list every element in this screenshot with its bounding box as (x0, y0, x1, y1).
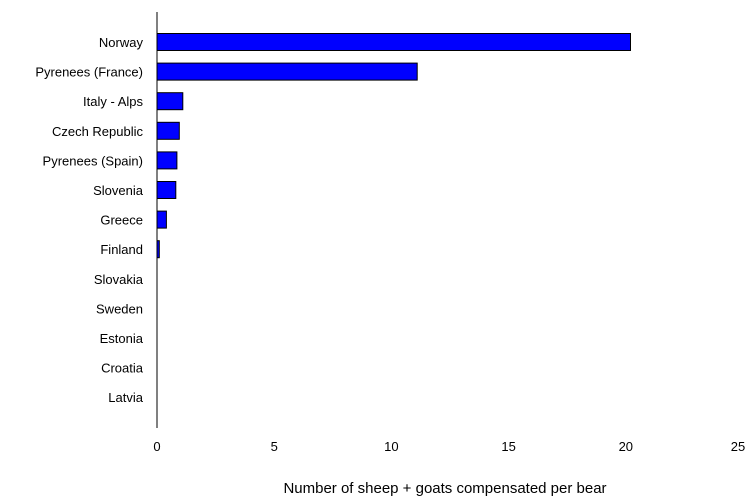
category-label-5: Slovenia (93, 183, 144, 198)
category-labels: Norway Pyrenees (France) Italy - Alps Czech… (35, 35, 143, 405)
x-tick-label-0: 0 (153, 439, 160, 454)
category-label-1: Pyrenees (France) (35, 65, 143, 80)
x-tick-label-2: 10 (384, 439, 398, 454)
category-label-6: Greece (100, 213, 143, 228)
bar-3 (156, 121, 180, 140)
x-tick-label-5: 25 (731, 439, 745, 454)
category-label-4: Pyrenees (Spain) (43, 153, 143, 168)
x-axis-ticks: 0 5 10 15 20 25 (153, 439, 745, 454)
category-label-0: Norway (99, 35, 144, 50)
bar-6 (156, 210, 167, 229)
bars-group (156, 33, 631, 259)
x-tick-label-1: 5 (271, 439, 278, 454)
category-label-12: Latvia (108, 390, 143, 405)
bar-0 (156, 33, 631, 51)
bar-2 (156, 92, 184, 111)
bar-5 (156, 181, 177, 199)
x-tick-label-4: 20 (619, 439, 633, 454)
x-tick-label-3: 15 (501, 439, 515, 454)
category-label-10: Estonia (100, 331, 144, 346)
category-label-8: Slovakia (94, 272, 144, 287)
category-label-9: Sweden (96, 301, 143, 316)
bar-1 (156, 62, 418, 81)
bar-4 (156, 151, 178, 170)
category-label-2: Italy - Alps (83, 94, 143, 109)
x-axis-title: Number of sheep + goats compensated per … (283, 480, 606, 497)
category-label-3: Czech Republic (52, 124, 144, 139)
category-label-7: Finland (100, 242, 143, 257)
category-label-11: Croatia (101, 361, 144, 376)
